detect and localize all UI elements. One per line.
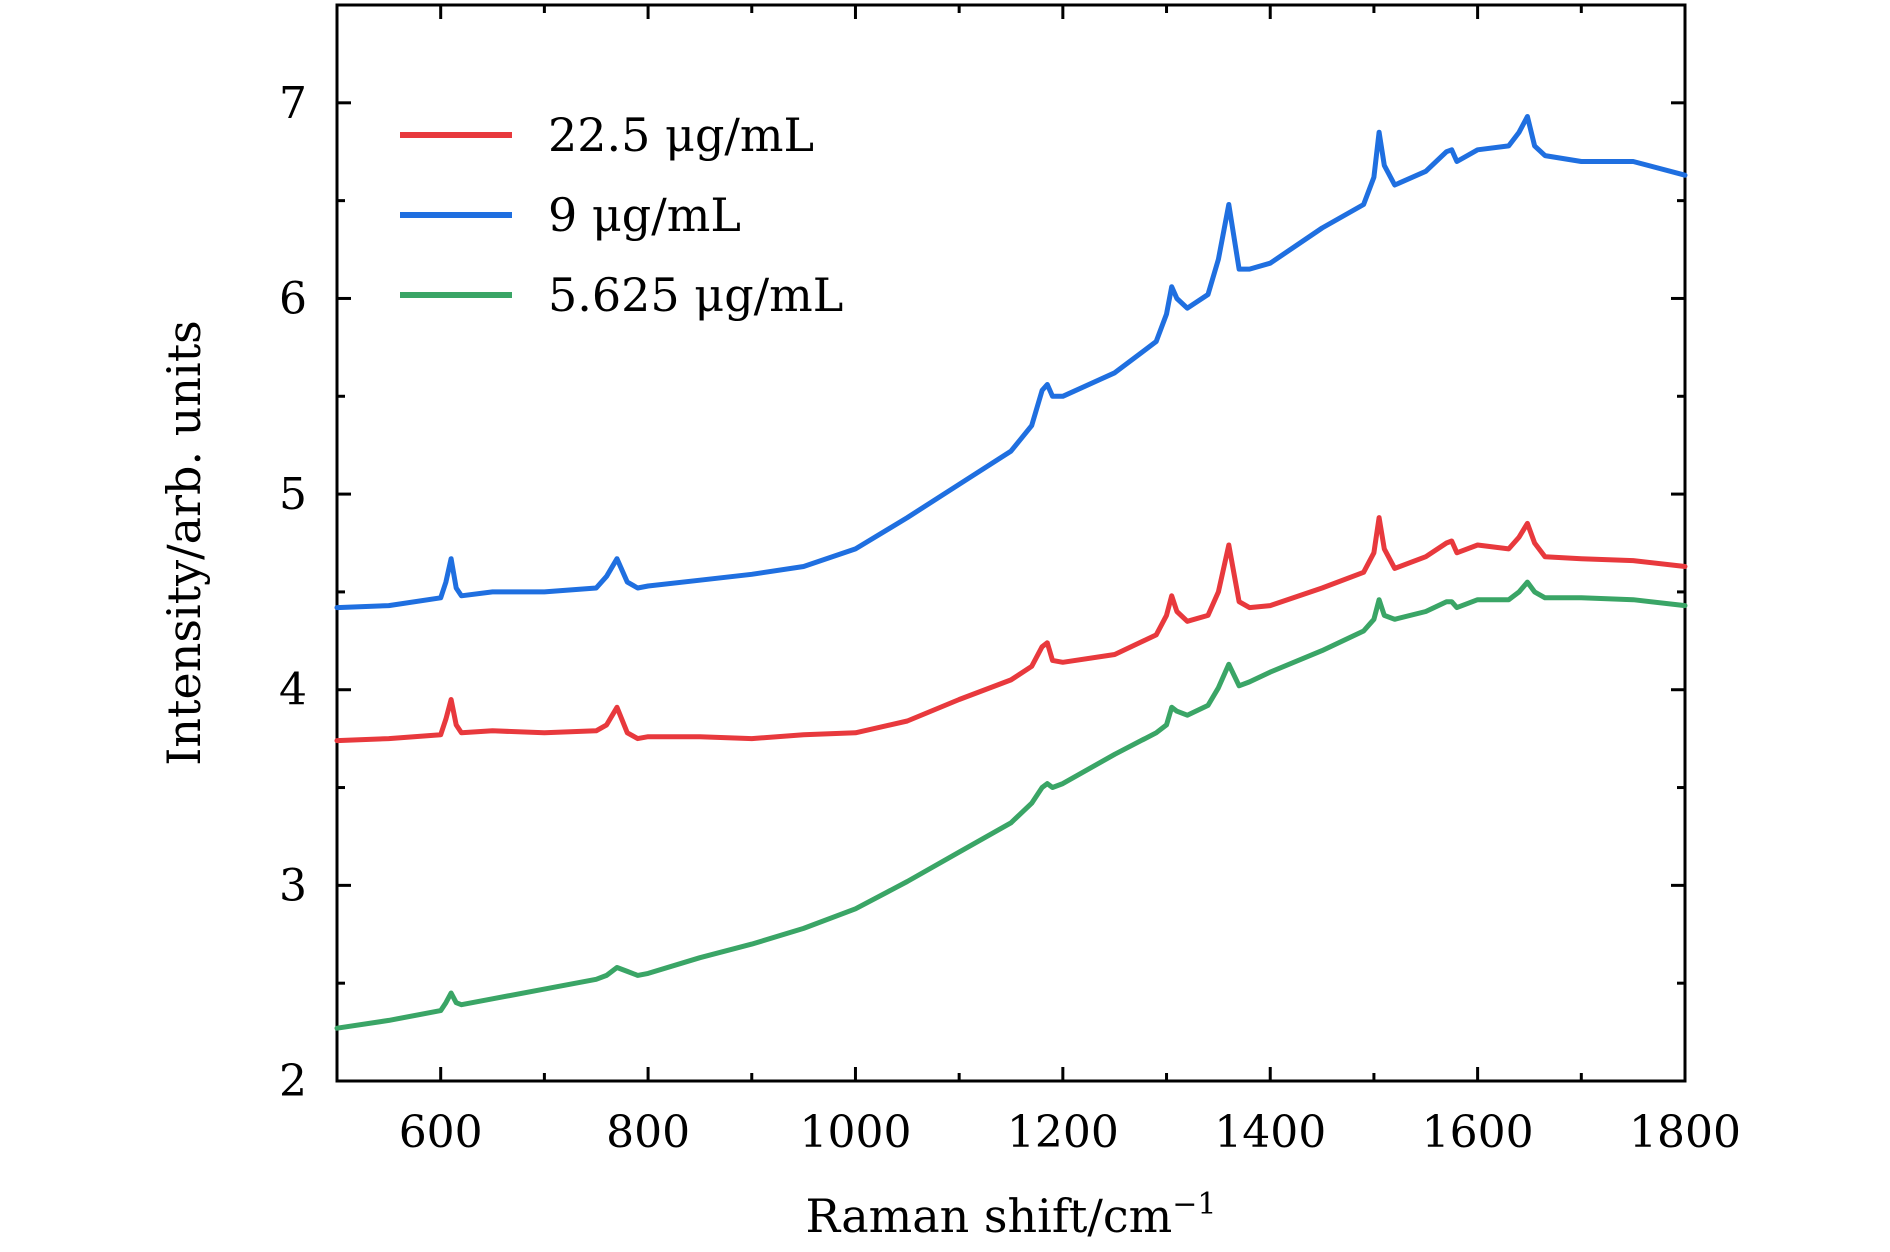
legend: 22.5 μg/mL 9 μg/mL 5.625 μg/mL (400, 108, 843, 322)
x-axis-title-superscript: −1 (1172, 1187, 1216, 1222)
x-tick-label: 1400 (1214, 1107, 1326, 1158)
x-axis-title: Raman shift/cm−1 (806, 1187, 1217, 1243)
axis-ticks: 600 800 1000 1200 1400 1600 1800 2 3 4 5 6 7 (279, 5, 1741, 1158)
y-tick-label: 5 (279, 469, 307, 520)
plot-frame (335, 3, 1687, 1083)
y-tick-label: 7 (279, 78, 307, 129)
series-line-2 (334, 114, 1688, 611)
x-tick-label: 1000 (799, 1107, 911, 1158)
y-tick-label: 2 (279, 1056, 307, 1107)
x-tick-label: 600 (399, 1107, 483, 1158)
x-tick-label: 1200 (1007, 1107, 1119, 1158)
y-axis-title: Intensity/arb. units (157, 320, 211, 766)
y-tick-label: 3 (279, 860, 307, 911)
series-line-3 (334, 579, 1688, 1031)
x-tick-label: 1600 (1422, 1107, 1534, 1158)
series-line-1 (334, 515, 1688, 744)
x-tick-label: 800 (606, 1107, 690, 1158)
legend-label-2: 9 μg/mL (548, 188, 741, 242)
legend-label-3: 5.625 μg/mL (548, 268, 843, 322)
y-tick-label: 6 (279, 273, 307, 324)
legend-label-1: 22.5 μg/mL (548, 108, 814, 162)
series-lines (334, 114, 1688, 1031)
x-tick-label: 1800 (1629, 1107, 1741, 1158)
y-tick-label: 4 (279, 665, 307, 716)
